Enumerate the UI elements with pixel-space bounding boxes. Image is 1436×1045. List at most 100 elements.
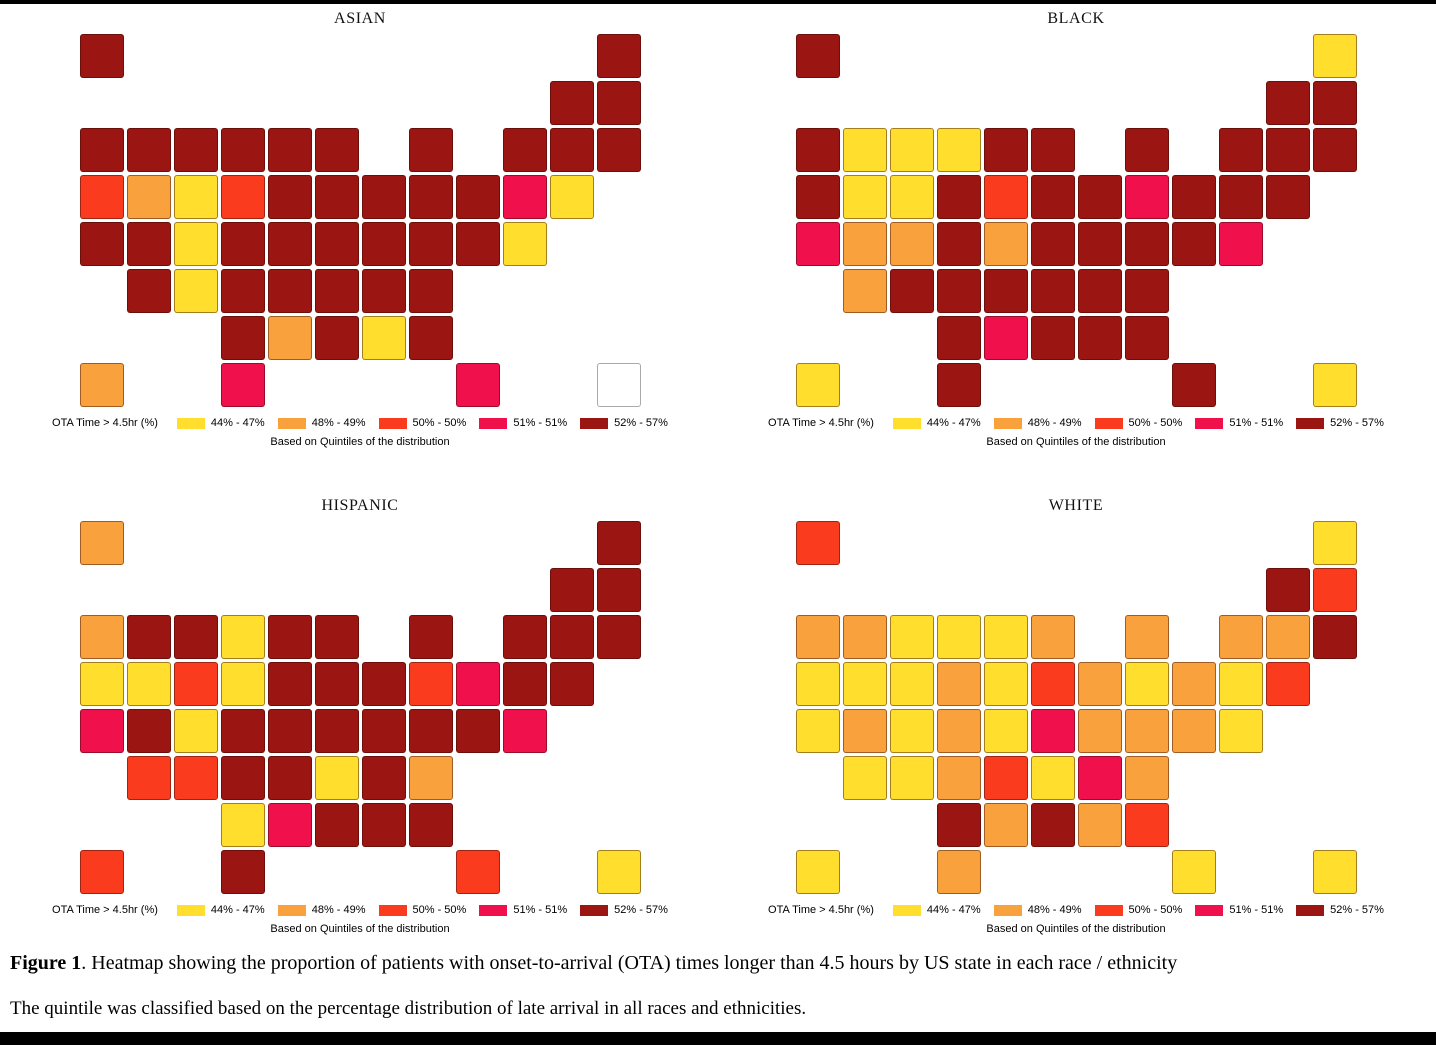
state-tile-sd	[936, 662, 981, 706]
state-tile-fl	[1171, 363, 1216, 407]
state-tile-ct	[1265, 662, 1310, 706]
state-tile-in	[361, 175, 406, 219]
state-tile-ok	[936, 803, 981, 847]
state-tile-nc	[361, 756, 406, 800]
state-tile-ma	[549, 128, 594, 172]
state-tile-ut	[842, 709, 887, 753]
state-tile-il	[314, 662, 359, 706]
legend-bin: 51% - 51%	[479, 417, 567, 429]
state-tile-la	[983, 803, 1028, 847]
legend-note: Based on Quintiles of the distribution	[986, 923, 1166, 935]
state-tile-pr	[1312, 363, 1357, 407]
state-tile-nc	[1077, 756, 1122, 800]
state-tile-fl	[1171, 850, 1216, 894]
state-tile-ar	[267, 756, 312, 800]
legend-bin: 51% - 51%	[1195, 904, 1283, 916]
state-tile-mi	[408, 128, 453, 172]
state-tile-ms	[314, 316, 359, 360]
state-tile-nj	[502, 662, 547, 706]
state-tile-al	[361, 803, 406, 847]
state-tile-mi	[1124, 615, 1169, 659]
state-tile-ok	[936, 316, 981, 360]
state-tile-ak	[79, 34, 124, 78]
legend-bin: 51% - 51%	[479, 904, 567, 916]
state-tile-nv	[126, 662, 171, 706]
state-tile-map	[79, 34, 641, 407]
state-tile-map	[795, 34, 1357, 407]
legend-row: OTA Time > 4.5hr (%) 44% - 47% 48% - 49% 50…	[52, 417, 668, 429]
legend-bin-label: 48% - 49%	[311, 904, 366, 916]
legend-bin: 52% - 57%	[1296, 904, 1384, 916]
state-tile-la	[983, 316, 1028, 360]
state-tile-id	[842, 128, 887, 172]
state-tile-ms	[1030, 316, 1075, 360]
state-tile-va	[1124, 709, 1169, 753]
state-tile-ri	[1312, 128, 1357, 172]
legend-bin-label: 50% - 50%	[1128, 417, 1183, 429]
state-tile-ca	[79, 709, 124, 753]
panels-grid: ASIAN OTA Time > 4.5hr (%) 44% - 47% 48% - …	[0, 7, 1436, 935]
state-tile-il	[314, 175, 359, 219]
legend-bin-label: 52% - 57%	[1330, 904, 1384, 916]
state-tile-tx	[220, 850, 265, 894]
panel-asian: ASIAN OTA Time > 4.5hr (%) 44% - 47% 48% - …	[30, 7, 690, 448]
state-tile-az	[126, 269, 171, 313]
state-tile-wy	[173, 175, 218, 219]
state-tile-ia	[983, 662, 1028, 706]
state-tile-nj	[1218, 662, 1263, 706]
state-tile-ca	[795, 709, 840, 753]
state-tile-ky	[314, 222, 359, 266]
legend-bin: 44% - 47%	[176, 417, 265, 429]
state-tile-mn	[983, 615, 1028, 659]
state-tile-sd	[220, 662, 265, 706]
legend-bin-label: 51% - 51%	[1229, 904, 1284, 916]
state-tile-vt	[1265, 568, 1310, 612]
state-tile-tn	[1030, 269, 1075, 313]
legend-swatch-icon	[580, 417, 609, 429]
state-tile-ok	[220, 316, 265, 360]
panel-black: BLACK OTA Time > 4.5hr (%) 44% - 47% 48% - …	[746, 7, 1406, 448]
state-tile-co	[889, 709, 934, 753]
state-tile-ut	[126, 222, 171, 266]
state-tile-fl	[455, 850, 500, 894]
state-tile-ky	[1030, 709, 1075, 753]
state-tile-ma	[1265, 128, 1310, 172]
legend-bin-label: 44% - 47%	[926, 904, 981, 916]
state-tile-ks	[936, 269, 981, 313]
legend-swatch-icon	[1195, 417, 1224, 429]
figure-caption: Figure 1. Heatmap showing the proportion…	[10, 951, 1422, 976]
state-tile-md	[1171, 222, 1216, 266]
legend-swatch-icon	[892, 904, 921, 916]
state-tile-nj	[1218, 175, 1263, 219]
state-tile-sd	[936, 175, 981, 219]
legend-note: Based on Quintiles of the distribution	[986, 436, 1166, 448]
legend-swatch-icon	[1296, 417, 1325, 429]
state-tile-az	[842, 756, 887, 800]
state-tile-nh	[1312, 568, 1357, 612]
state-tile-vt	[1265, 81, 1310, 125]
state-tile-tn	[314, 269, 359, 313]
state-tile-or	[795, 662, 840, 706]
state-tile-tn	[1030, 756, 1075, 800]
state-tile-nd	[936, 128, 981, 172]
state-tile-nh	[1312, 81, 1357, 125]
legend-bin-label: 52% - 57%	[1330, 417, 1384, 429]
legend-bin-label: 51% - 51%	[1229, 417, 1284, 429]
legend-bin: 51% - 51%	[1195, 417, 1283, 429]
legend-bin: 50% - 50%	[378, 904, 466, 916]
state-tile-wa	[79, 615, 124, 659]
state-tile-la	[267, 316, 312, 360]
state-tile-de	[502, 709, 547, 753]
state-tile-mo	[267, 222, 312, 266]
state-tile-nh	[596, 81, 641, 125]
state-tile-ny	[1218, 615, 1263, 659]
state-tile-wy	[889, 175, 934, 219]
state-tile-wi	[1030, 615, 1075, 659]
state-tile-wv	[361, 709, 406, 753]
legend-swatch-icon	[176, 417, 205, 429]
state-tile-nm	[173, 756, 218, 800]
state-tile-tx	[936, 850, 981, 894]
state-tile-ia	[267, 175, 312, 219]
state-tile-wa	[795, 615, 840, 659]
state-tile-co	[173, 709, 218, 753]
